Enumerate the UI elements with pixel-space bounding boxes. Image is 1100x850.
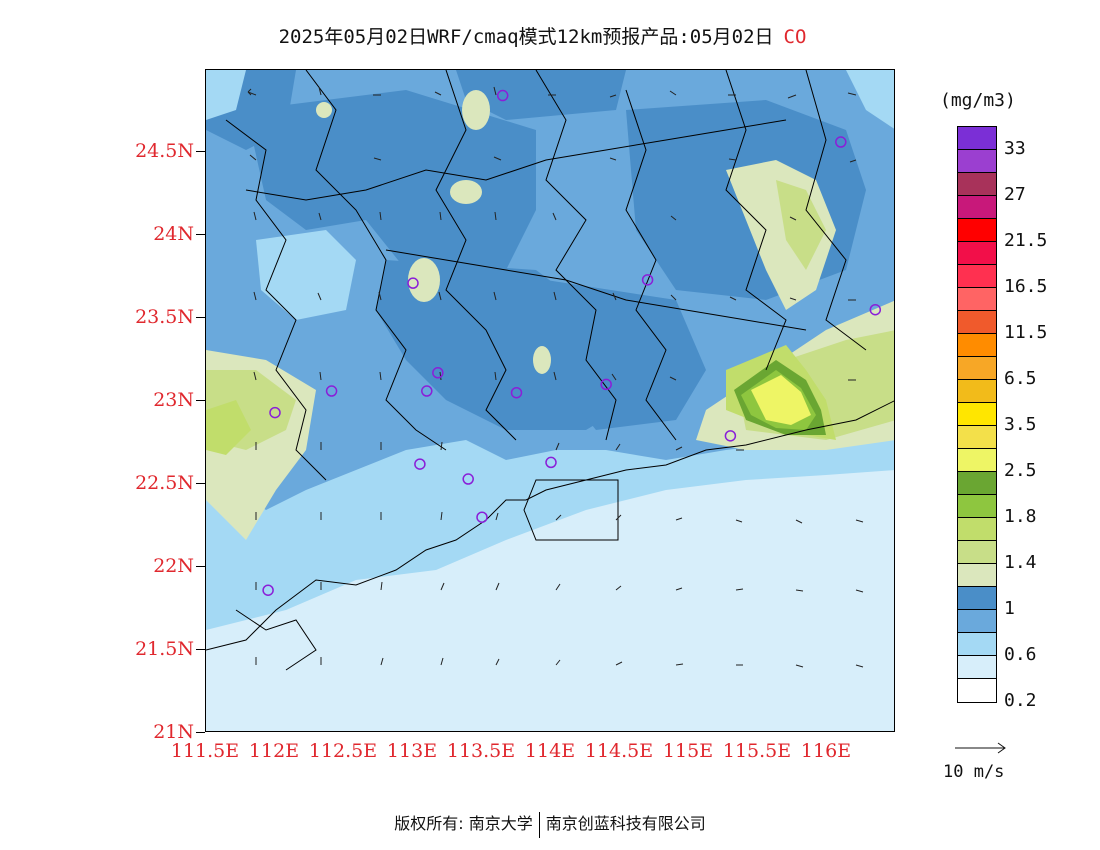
- station-marker[interactable]: [510, 386, 523, 399]
- colorbar-unit: (mg/m3): [940, 90, 1016, 111]
- station-marker[interactable]: [724, 430, 737, 442]
- colorbar-label: 0.6: [1004, 644, 1037, 665]
- concentration-zone-2.5: [751, 375, 811, 425]
- colorbar-segment: [958, 587, 996, 610]
- station-marker[interactable]: [476, 511, 488, 523]
- colorbar-label: 1.4: [1004, 552, 1037, 573]
- colorbar-label: 11.5: [1004, 322, 1048, 343]
- colorbar-segment: [958, 196, 996, 219]
- colorbar-label: 33: [1004, 138, 1026, 159]
- latitude-label: 23.5N: [135, 306, 194, 328]
- longitude-label: 115E: [662, 740, 714, 762]
- latitude-tick: [196, 400, 205, 401]
- colorbar-segment: [958, 518, 996, 541]
- colorbar-label: 27: [1004, 184, 1026, 205]
- colorbar-segment: [958, 495, 996, 518]
- colorbar-segment: [958, 633, 996, 656]
- latitude-tick: [196, 566, 205, 567]
- station-markers: [262, 89, 882, 596]
- concentration-zone-ocean: [206, 470, 894, 731]
- longitude-label: 114.5E: [584, 740, 654, 762]
- station-marker[interactable]: [600, 378, 612, 391]
- wind-reference-arrow: [955, 742, 1006, 754]
- colorbar-label: 2.5: [1004, 460, 1037, 481]
- station-marker[interactable]: [325, 385, 338, 397]
- colorbar-segment: [958, 242, 996, 265]
- station-marker[interactable]: [545, 456, 557, 469]
- colorbar-label: 16.5: [1004, 276, 1048, 297]
- credit-line: 版权所有: 南京大学 南京创蓝科技有限公司: [0, 810, 1100, 838]
- latitude-label: 23N: [153, 389, 194, 411]
- colorbar-segment: [958, 541, 996, 564]
- map-canvas: [206, 70, 894, 731]
- colorbar-segment: [958, 656, 996, 679]
- colorbar-segment: [958, 564, 996, 587]
- latitude-tick: [196, 483, 205, 484]
- station-marker[interactable]: [407, 277, 419, 289]
- colorbar-segment: [958, 449, 996, 472]
- station-marker[interactable]: [414, 458, 426, 470]
- station-marker[interactable]: [421, 385, 433, 397]
- colorbar-label: 0.2: [1004, 690, 1037, 711]
- longitude-label: 113E: [386, 740, 438, 762]
- colorbar-segment: [958, 357, 996, 380]
- station-marker[interactable]: [496, 89, 509, 102]
- species-label: CO: [783, 26, 807, 48]
- colorbar-segment: [958, 679, 996, 702]
- station-marker[interactable]: [262, 584, 274, 596]
- longitude-label: 116E: [800, 740, 852, 762]
- colorbar-segment: [958, 403, 996, 426]
- colorbar-segment: [958, 380, 996, 403]
- latitude-tick: [196, 234, 205, 235]
- colorbar-label: 1.8: [1004, 506, 1037, 527]
- colorbar-segment: [958, 127, 996, 150]
- colorbar-segment: [958, 472, 996, 495]
- latitude-label: 21.5N: [135, 638, 194, 660]
- credit-left: 版权所有: 南京大学: [394, 814, 533, 833]
- colorbar-segment: [958, 265, 996, 288]
- latitude-label: 21N: [153, 721, 194, 743]
- latitude-label: 22.5N: [135, 472, 194, 494]
- station-marker[interactable]: [462, 473, 474, 485]
- longitude-label: 111.5E: [170, 740, 240, 762]
- station-marker[interactable]: [835, 136, 847, 148]
- wind-field: [247, 86, 864, 668]
- colorbar-segment: [958, 173, 996, 196]
- colorbar-segment: [958, 311, 996, 334]
- colorbar-segment: [958, 610, 996, 633]
- station-marker[interactable]: [869, 303, 882, 316]
- latitude-tick: [196, 649, 205, 650]
- map-title: 2025年05月02日WRF/cmaq模式12km预报产品:05月02日 CO: [0, 22, 1085, 49]
- latitude-label: 24.5N: [135, 140, 194, 162]
- colorbar-label: 3.5: [1004, 414, 1037, 435]
- wind-reference-label: 10 m/s: [943, 762, 1005, 782]
- latitude-tick: [196, 317, 205, 318]
- latitude-tick: [196, 151, 205, 152]
- credit-right: 南京创蓝科技有限公司: [545, 814, 706, 833]
- colorbar-segment: [958, 219, 996, 242]
- latitude-label: 22N: [153, 555, 194, 577]
- longitude-label: 112.5E: [308, 740, 378, 762]
- longitude-label: 114E: [524, 740, 576, 762]
- colorbar-label: 21.5: [1004, 230, 1048, 251]
- colorbar-segment: [958, 288, 996, 311]
- station-marker[interactable]: [641, 274, 654, 286]
- colorbar-segment: [958, 426, 996, 449]
- colorbar-label: 6.5: [1004, 368, 1037, 389]
- latitude-label: 24N: [153, 223, 194, 245]
- latitude-tick: [196, 732, 205, 733]
- station-marker[interactable]: [269, 406, 281, 419]
- colorbar: [957, 126, 997, 703]
- concentration-map[interactable]: [205, 69, 895, 732]
- station-marker[interactable]: [432, 367, 444, 379]
- credit-separator: [538, 811, 540, 838]
- colorbar-segment: [958, 150, 996, 173]
- colorbar-segment: [958, 334, 996, 357]
- longitude-label: 115.5E: [722, 740, 792, 762]
- title-text: 2025年05月02日WRF/cmaq模式12km预报产品:05月02日: [278, 26, 774, 48]
- longitude-label: 113.5E: [446, 740, 516, 762]
- longitude-label: 112E: [248, 740, 300, 762]
- colorbar-label: 1: [1004, 598, 1015, 619]
